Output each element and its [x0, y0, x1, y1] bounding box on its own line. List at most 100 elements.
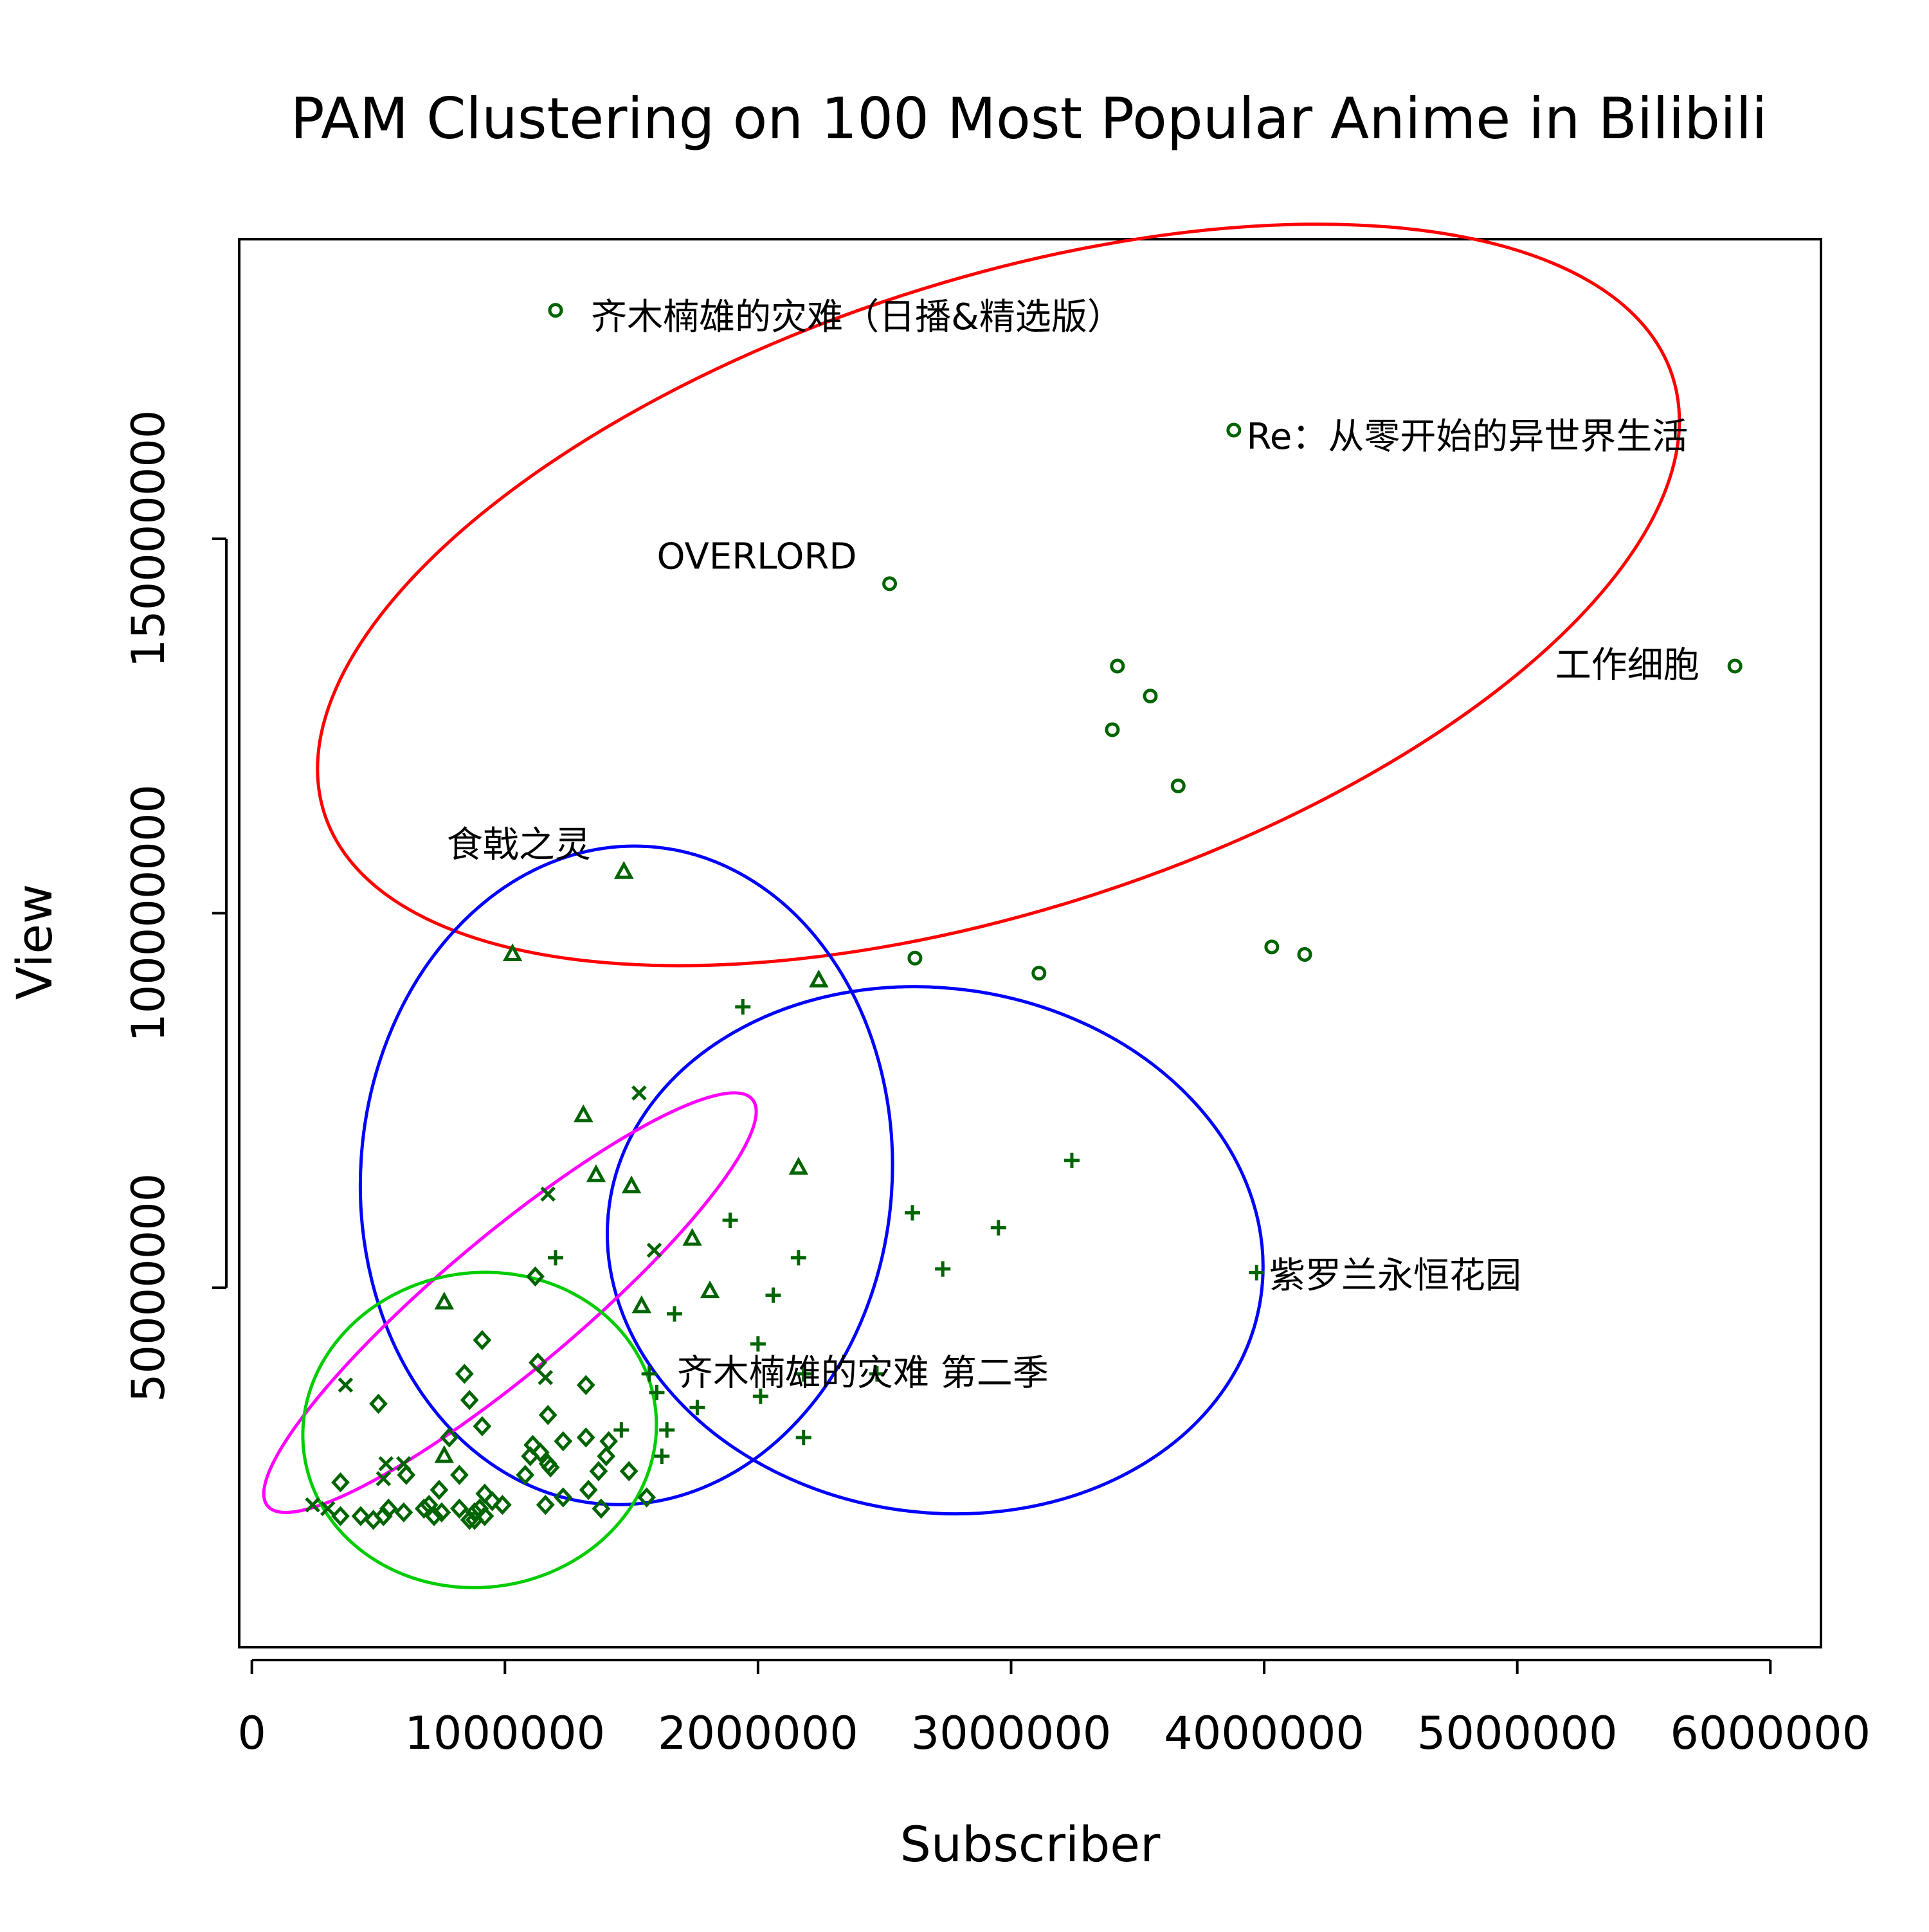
data-points — [305, 303, 1743, 1530]
data-point — [374, 1506, 393, 1526]
data-point — [424, 1506, 444, 1526]
x-tick-label: 2000000 — [658, 1707, 858, 1760]
y-tick-label: 50000000 — [122, 1173, 175, 1402]
data-point — [592, 1498, 611, 1519]
point-annotation: 齐木楠雄的灾难（日播&精选版） — [591, 296, 1123, 338]
data-point — [554, 1487, 573, 1508]
data-point — [516, 1465, 535, 1485]
data-point — [637, 1487, 657, 1508]
data-point — [351, 1506, 370, 1526]
data-point — [646, 1242, 662, 1258]
x-tick-label: 3000000 — [911, 1707, 1112, 1760]
data-point — [907, 950, 923, 966]
data-point — [576, 1375, 595, 1395]
data-point — [529, 1352, 547, 1373]
cluster-ellipse — [301, 1270, 658, 1589]
data-point — [460, 1389, 479, 1411]
x-tick-label: 1000000 — [404, 1707, 605, 1760]
data-point — [795, 1429, 811, 1445]
data-point — [473, 1416, 492, 1437]
point-annotation: 食戟之灵 — [447, 824, 591, 866]
y-axis-label: View — [6, 884, 63, 1000]
data-point — [1727, 658, 1743, 674]
data-point — [536, 1494, 555, 1515]
data-point — [666, 1306, 682, 1322]
data-point — [1064, 1152, 1080, 1168]
data-point — [631, 1085, 647, 1101]
data-point — [589, 1461, 608, 1481]
data-point — [554, 1431, 573, 1452]
data-point — [397, 1465, 416, 1485]
data-point — [338, 1377, 354, 1393]
data-point — [990, 1220, 1006, 1236]
data-point — [434, 1291, 455, 1310]
data-point — [540, 1186, 556, 1202]
data-point — [935, 1261, 951, 1277]
data-point — [483, 1491, 502, 1512]
data-point — [430, 1479, 449, 1501]
data-point — [450, 1465, 469, 1485]
point-annotation: Re：从零开始的异世界生活 — [1247, 416, 1689, 458]
data-point — [599, 1431, 619, 1452]
cluster-ellipse — [358, 844, 894, 1506]
data-point — [649, 1384, 665, 1400]
chart-title: PAM Clustering on 100 Most Popular Anime… — [291, 86, 1768, 152]
cluster-ellipse — [606, 985, 1265, 1516]
cluster-ellipse — [316, 222, 1681, 968]
data-point — [1031, 966, 1047, 981]
data-point — [735, 999, 751, 1015]
data-point — [394, 1502, 413, 1523]
data-point — [1170, 778, 1186, 793]
data-point — [904, 1205, 920, 1221]
x-axis-label: Subscriber — [900, 1816, 1161, 1873]
data-point — [1105, 722, 1120, 737]
data-point — [689, 1400, 705, 1416]
data-point — [526, 1266, 545, 1287]
data-point — [434, 1445, 455, 1463]
data-point — [502, 943, 523, 961]
x-tick-label: 5000000 — [1417, 1707, 1618, 1760]
data-point — [1297, 946, 1312, 962]
data-point — [750, 1336, 766, 1352]
data-point — [320, 1501, 336, 1517]
point-annotations: 齐木楠雄的灾难（日播&精选版） Re：从零开始的异世界生活 OVERLORD 工作细胞… — [447, 296, 1699, 1395]
data-point — [369, 1393, 388, 1414]
data-point — [869, 1366, 885, 1382]
data-point — [1249, 1265, 1265, 1281]
data-point — [574, 1104, 593, 1123]
plot-frame — [238, 238, 1822, 1648]
data-point — [1110, 658, 1125, 674]
data-point — [376, 1471, 392, 1486]
y-tick-label: 150000000 — [122, 410, 175, 668]
data-point — [440, 1427, 459, 1448]
data-point — [576, 1427, 595, 1448]
data-point — [305, 1497, 320, 1513]
data-point — [809, 970, 829, 988]
data-point — [414, 1498, 433, 1519]
data-point — [621, 1175, 642, 1194]
data-point — [619, 1461, 638, 1481]
data-point — [1143, 689, 1158, 704]
x-tick-label: 0 — [237, 1707, 266, 1760]
data-point — [1264, 939, 1280, 955]
data-point — [1226, 422, 1242, 438]
data-point — [682, 1227, 702, 1246]
data-point — [538, 1369, 554, 1386]
data-point — [331, 1472, 350, 1493]
data-point — [548, 303, 563, 318]
data-point — [378, 1456, 394, 1472]
data-point — [450, 1498, 469, 1519]
data-point — [641, 1366, 657, 1382]
data-point — [752, 1388, 768, 1404]
data-point — [541, 1457, 560, 1478]
data-point — [788, 1157, 809, 1175]
data-point — [765, 1287, 781, 1303]
data-point — [614, 861, 634, 879]
data-point — [631, 1295, 652, 1314]
data-point — [455, 1364, 474, 1384]
data-point — [548, 1250, 563, 1266]
x-tick-label: 4000000 — [1164, 1707, 1364, 1760]
point-annotation: 紫罗兰永恒花园 — [1269, 1255, 1521, 1297]
